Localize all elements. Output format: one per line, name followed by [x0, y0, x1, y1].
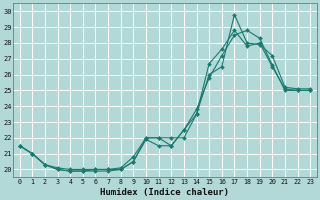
X-axis label: Humidex (Indice chaleur): Humidex (Indice chaleur) — [100, 188, 229, 197]
